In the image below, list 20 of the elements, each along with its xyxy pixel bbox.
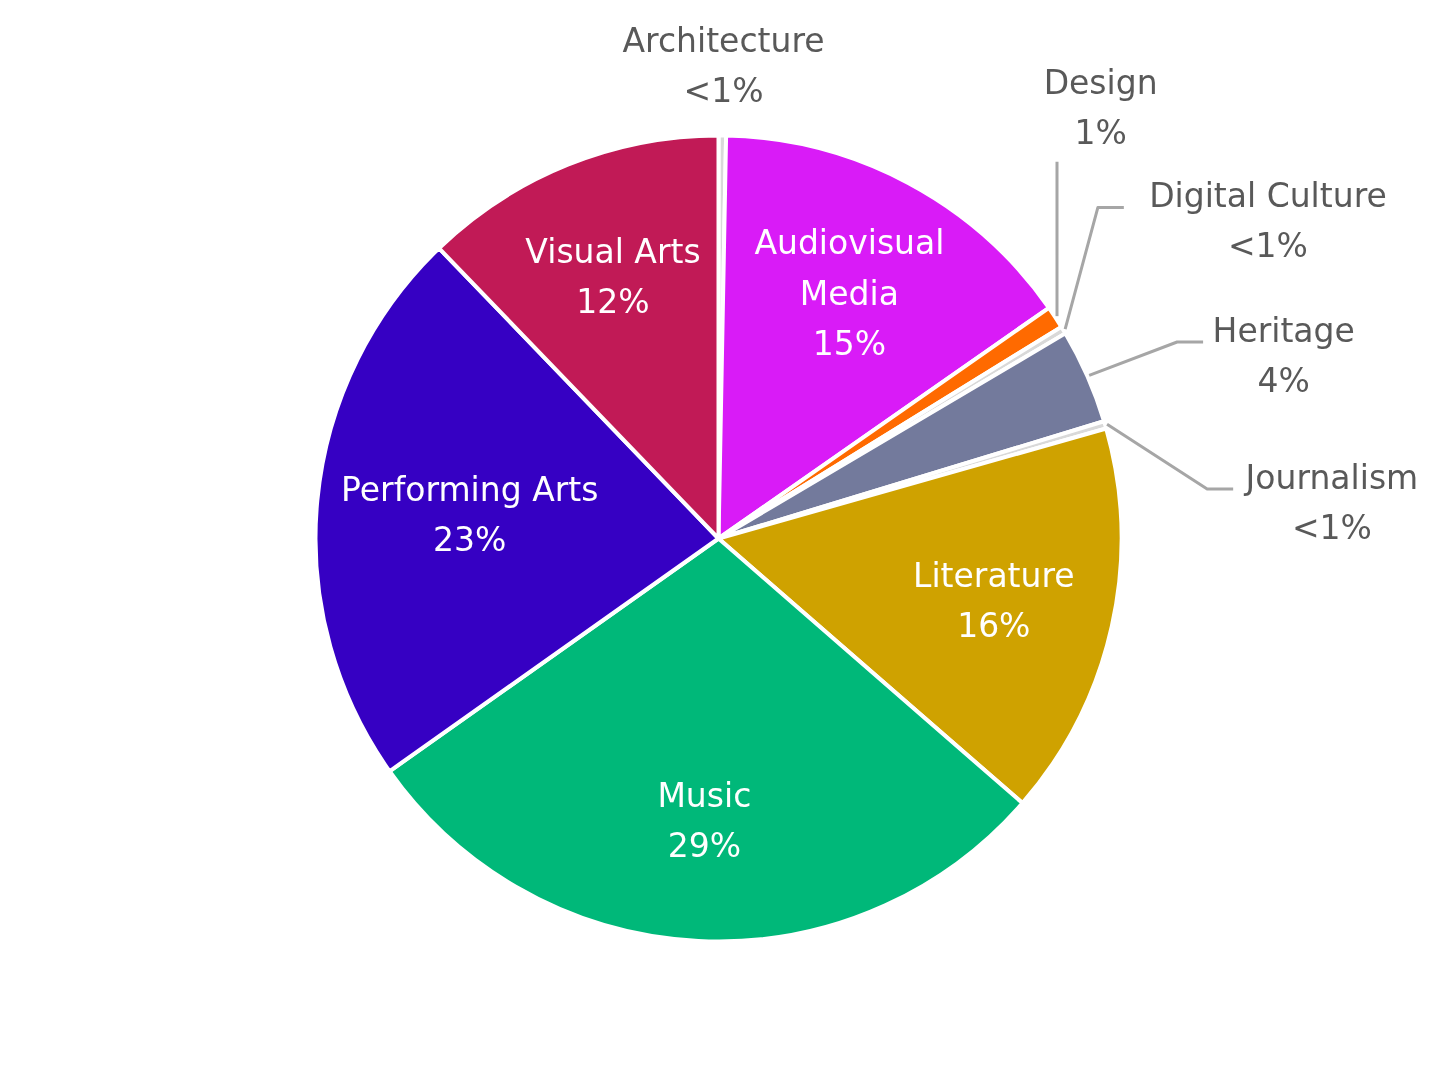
slice-label: Visual Arts bbox=[525, 232, 701, 272]
data-label: 15% bbox=[812, 323, 887, 363]
slice-label: Journalism bbox=[1243, 457, 1419, 497]
data-label: 16% bbox=[957, 605, 1031, 645]
data-label: 23% bbox=[433, 520, 507, 560]
slice-label: Performing Arts bbox=[341, 470, 599, 510]
data-label: 4% bbox=[1257, 360, 1310, 400]
slice-label: Architecture bbox=[622, 20, 825, 60]
slice-label: Audiovisual Media bbox=[754, 223, 945, 314]
data-label: <1% bbox=[1291, 507, 1372, 547]
data-label: 12% bbox=[576, 282, 650, 322]
slice-label: Digital Culture bbox=[1149, 176, 1387, 216]
slice-label: Music bbox=[657, 775, 752, 815]
data-label: <1% bbox=[1227, 226, 1308, 266]
slice-label: Literature bbox=[913, 555, 1075, 595]
data-label: 29% bbox=[667, 825, 742, 865]
slice-label: Design bbox=[1043, 63, 1158, 103]
slice-label: Heritage bbox=[1212, 310, 1355, 350]
data-label: 1% bbox=[1074, 113, 1127, 153]
data-label: <1% bbox=[683, 70, 764, 110]
